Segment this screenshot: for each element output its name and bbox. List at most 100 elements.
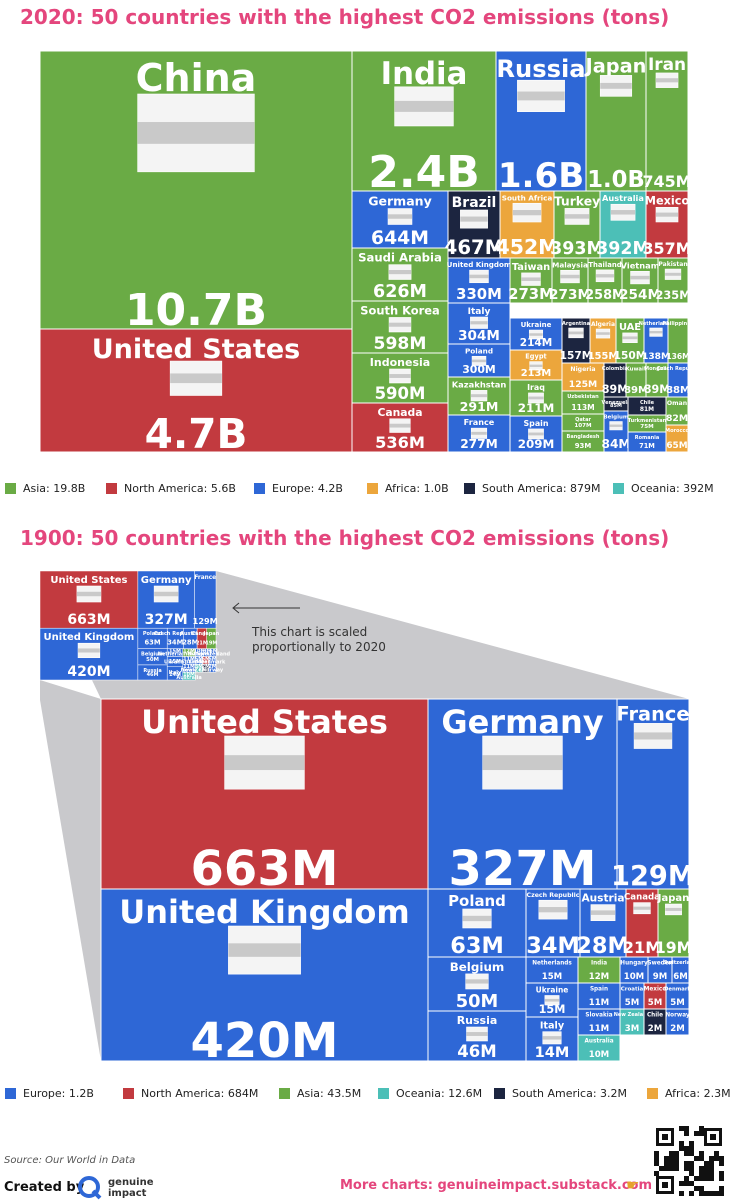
treemap-cell: Belgium 84M [602,410,630,453]
country-label: Morocco [665,428,689,434]
emission-value: 393M [550,239,604,259]
emission-value: 5M [208,656,216,662]
country-label: Australia [176,675,201,681]
qr-module [714,1191,719,1196]
legend-item: Oceania: 12.6M [378,1087,482,1100]
country-label: France [617,702,690,725]
emission-value: 113M [571,403,594,412]
country-label: UAE [619,322,641,333]
legend-item: South America: 3.2M [494,1087,627,1100]
country-label: Mexico [196,660,216,666]
legend-item: Asia: 19.8B [5,482,85,495]
country-label: Argentina [562,321,590,327]
country-label: France [194,575,216,581]
flag-stripe [665,907,682,911]
arrow-left-icon [232,602,240,614]
emission-value: 19M [655,938,692,957]
emission-value: 15M [542,972,562,982]
flag-stripe [388,214,412,219]
country-label: Belgium [603,415,629,421]
legend-item: Africa: 1.0B [367,482,449,495]
emission-value: 10M [589,1050,609,1060]
qr-module [704,1191,709,1196]
legend-swatch [5,483,16,494]
flag-stripe [389,423,411,428]
treemap-cell: India 12M [577,956,621,984]
legend-swatch [123,1088,134,1099]
flag-stripe [521,277,541,281]
emission-value: 300M [462,363,496,376]
treemap-cell: Japan 1.0B [584,50,647,193]
qr-code-icon [654,1126,724,1196]
country-label: Russia [457,1014,498,1027]
emission-value: 11M [183,664,195,670]
qr-module [669,1156,674,1161]
emission-value: 420M [191,1013,339,1069]
treemap-cell: Uzbekistan 113M [561,390,605,415]
emission-value: 11M [589,1024,609,1034]
country-label: Canada [624,893,660,903]
treemap-rect [208,664,217,673]
emission-value: 71M [639,442,655,450]
flag-stripe [394,100,454,112]
country-label: Switzerland [664,960,698,966]
treemap-cell: Australia 392M [596,190,650,259]
qr-module [704,1171,709,1176]
qr-module [714,1156,719,1161]
country-label: Uzbekistan [567,394,599,400]
flag-stripe [137,122,255,144]
flag-stripe [472,359,486,363]
flag-stripe [665,272,681,276]
emission-value: 129M [193,616,218,626]
country-label: Malaysia [552,260,588,269]
more-charts-link[interactable]: More charts: genuineimpact.substack.com [340,1178,653,1193]
flag-stripe [470,321,488,325]
qr-module [694,1186,699,1191]
flag-stripe [600,82,632,89]
emission-value: 663M [191,841,339,897]
qr-module [689,1191,694,1196]
legend-item: Asia: 43.5M [279,1087,361,1100]
treemap-cell: Ukraine 15M [525,982,579,1018]
country-label: Chile [199,667,214,673]
emission-value: 6M [209,649,217,655]
treemap-cell: Chile 2M [643,1008,667,1036]
emission-value: 5M [202,656,210,662]
emission-value: 1.6B [498,156,584,196]
country-label: Slovakia [177,667,201,673]
country-label: Austria [180,631,200,637]
qr-module [674,1156,679,1161]
treemap-rect [619,1008,645,1036]
qr-module [699,1166,704,1171]
emission-value: 75M [640,424,654,430]
country-label: Turkmenistan [628,418,667,424]
legend-label: North America: 5.6B [124,482,236,495]
legend-swatch [279,1088,290,1099]
emission-value: 1.0B [587,167,645,193]
treemap-cell: Russia 46M [427,1010,527,1062]
flag-stripe [529,364,543,367]
qr-module [719,1186,724,1191]
treemap-cell: Netherlands 138M [639,317,673,364]
treemap-cell: United States 4.7B [39,328,353,458]
emission-value: 89M [644,383,671,396]
country-label: Iraq [527,383,545,392]
emission-value: 125M [569,379,597,390]
legend-label: Oceania: 12.6M [396,1087,483,1100]
qr-module [709,1171,714,1176]
legend-1900: Europe: 1.2B North America: 684M Asia: 43.… [0,1087,738,1103]
country-label: Croatia [189,660,209,666]
qr-module [719,1191,724,1196]
treemap-cell: Germany 327M [137,570,195,629]
treemap-rect [561,362,605,392]
country-label: India [381,56,468,92]
country-label: Russia [143,668,161,674]
treemap-rect [625,888,659,958]
flag-stripe [154,591,179,597]
treemap-rect [603,410,629,453]
treemap-rect [665,424,689,453]
flag-stripe [528,432,544,436]
